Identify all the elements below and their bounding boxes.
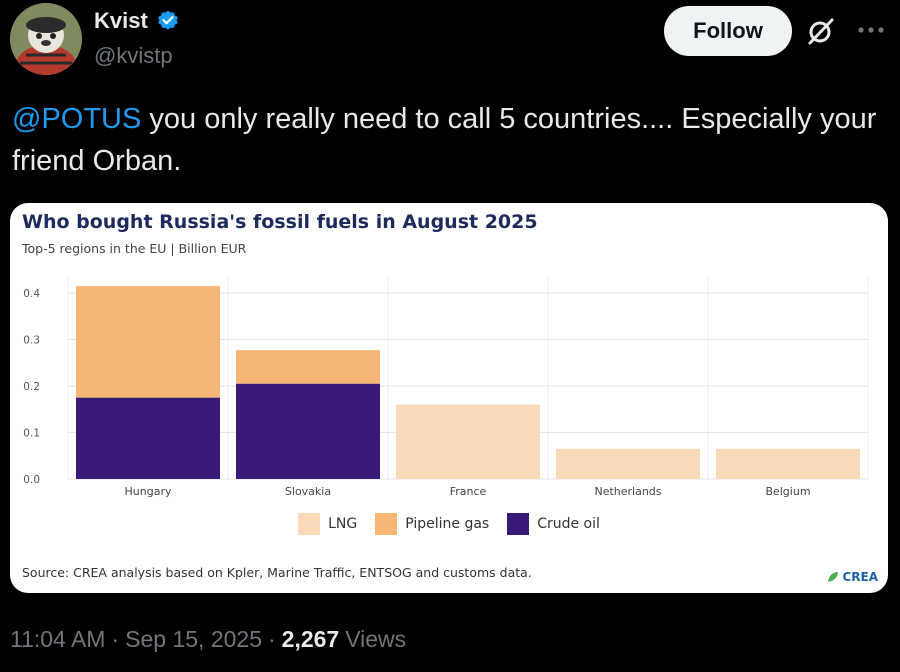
views-count: 2,267: [281, 626, 340, 652]
crea-leaf-icon: [828, 572, 839, 582]
legend-swatch: [375, 513, 398, 535]
tweet-date[interactable]: Sep 15, 2025: [125, 626, 262, 652]
x-tick-label: Netherlands: [594, 485, 661, 498]
legend-swatch: [298, 513, 321, 535]
bar-lng: [556, 448, 700, 479]
author-handle[interactable]: @kvistp: [94, 43, 173, 68]
bar-crude-oil: [236, 383, 380, 479]
avatar[interactable]: [10, 3, 82, 75]
chart-title: Who bought Russia's fossil fuels in Augu…: [22, 211, 538, 233]
crea-logo-text: CREA: [842, 570, 878, 584]
legend-label: LNG: [328, 516, 358, 532]
mention-link[interactable]: @POTUS: [12, 103, 142, 135]
bar-lng: [716, 448, 860, 479]
legend-item: Crude oil: [507, 513, 600, 535]
views-label: Views: [345, 626, 407, 652]
y-tick-label: 0.4: [23, 288, 40, 300]
meta-separator: ·: [111, 626, 120, 652]
tweet-time[interactable]: 11:04 AM: [10, 626, 106, 652]
follow-button[interactable]: Follow: [664, 6, 792, 56]
x-tick-label: Belgium: [765, 485, 810, 498]
y-tick-label: 0.2: [23, 381, 40, 393]
more-options-icon[interactable]: [856, 20, 886, 40]
chart-plot: 0.0 0.1 0.2 0.3 0.4 Hungary Slovakia France Neth…: [23, 275, 869, 498]
y-tick-label: 0.3: [23, 335, 40, 347]
bar-crude-oil: [76, 397, 220, 479]
x-tick-label: France: [450, 485, 487, 498]
bar-pipeline-gas: [76, 286, 220, 398]
meta-separator: ·: [268, 626, 276, 652]
crea-logo: CREA: [827, 570, 878, 584]
chart-legend: LNG Pipeline gas Crude oil: [10, 513, 888, 535]
tweet-body: you only really need to call 5 countries…: [12, 103, 877, 177]
legend-label: Pipeline gas: [405, 516, 490, 532]
x-tick-label: Slovakia: [285, 485, 331, 498]
legend-item: LNG: [298, 513, 357, 535]
grok-icon[interactable]: [806, 16, 836, 46]
legend-item: Pipeline gas: [375, 513, 489, 535]
bar-pipeline-gas: [236, 350, 380, 384]
verified-badge-icon: [156, 9, 180, 33]
chart-image[interactable]: Who bought Russia's fossil fuels in Augu…: [10, 203, 888, 593]
y-tick-label: 0.1: [23, 428, 40, 440]
chart-source: Source: CREA analysis based on Kpler, Ma…: [22, 565, 532, 580]
author-display-name[interactable]: Kvist: [94, 8, 148, 33]
bar-lng: [396, 404, 540, 479]
legend-label: Crude oil: [537, 516, 600, 532]
y-tick-label: 0.0: [23, 474, 40, 486]
tweet-text: @POTUS you only really need to call 5 co…: [12, 98, 890, 182]
tweet-meta: 11:04 AM · Sep 15, 2025 · 2,267 Views: [10, 626, 406, 653]
chart-subtitle: Top-5 regions in the EU | Billion EUR: [22, 241, 247, 256]
legend-swatch: [507, 513, 530, 535]
x-tick-label: Hungary: [125, 485, 172, 498]
